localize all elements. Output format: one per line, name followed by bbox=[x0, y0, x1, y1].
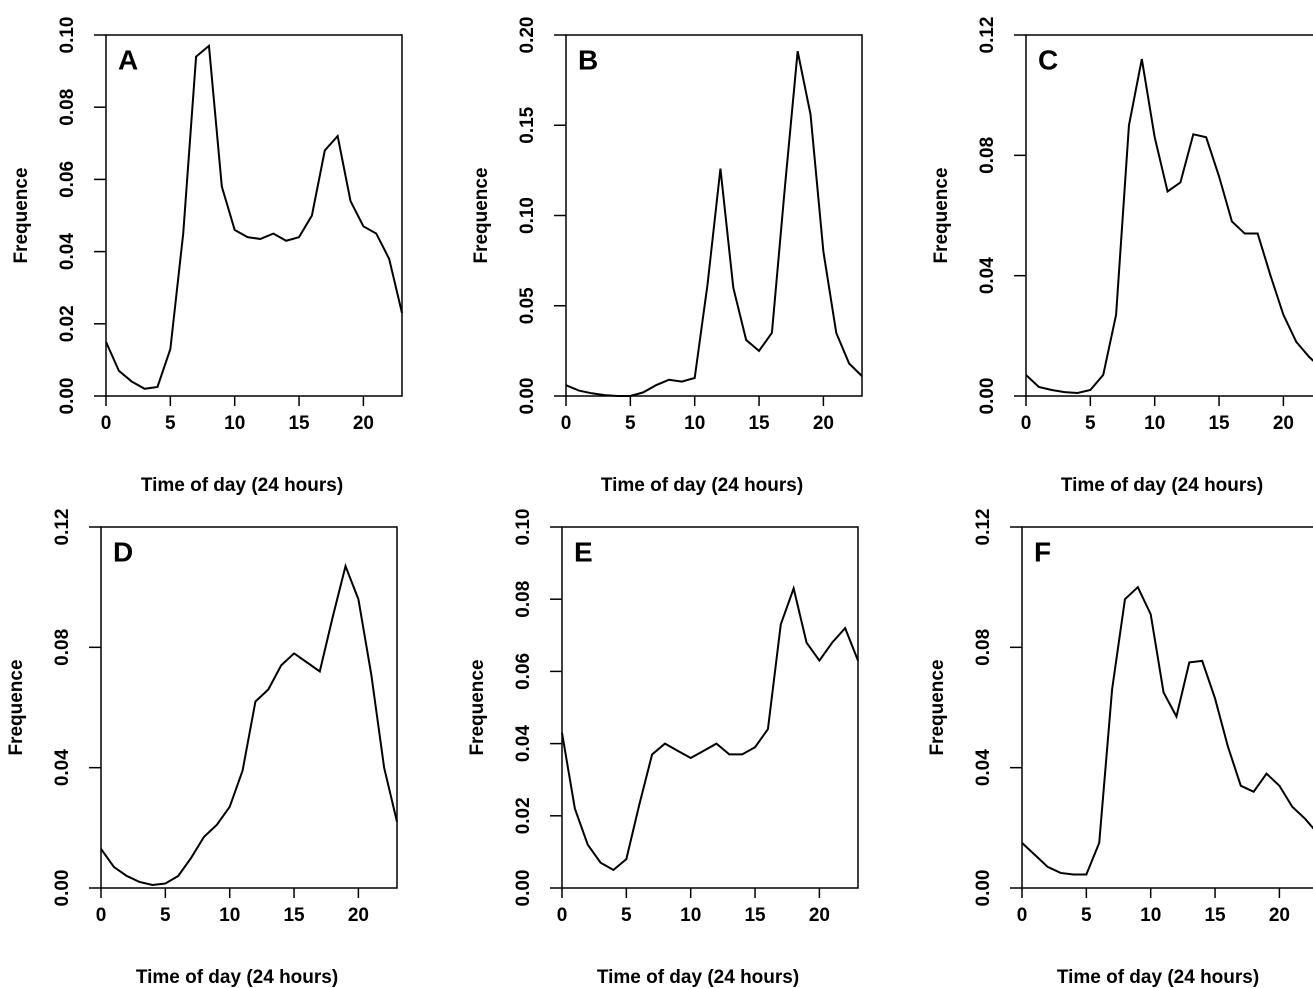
y-tick-label: 0.00 bbox=[977, 378, 998, 415]
panel-label: E bbox=[574, 536, 593, 567]
y-axis-title: Frequence bbox=[927, 659, 948, 755]
data-line bbox=[105, 43, 403, 390]
x-tick-label: 0 bbox=[561, 413, 572, 434]
x-tick-label: 10 bbox=[219, 905, 240, 926]
panel-label: C bbox=[1038, 44, 1058, 75]
y-tick-label: 0.04 bbox=[973, 749, 994, 786]
x-tick-label: 5 bbox=[625, 413, 636, 434]
y-tick-label: 0.08 bbox=[57, 89, 78, 126]
x-tick-label: 0 bbox=[96, 905, 107, 926]
y-axis-title: Frequence bbox=[471, 167, 492, 263]
x-tick-label: 5 bbox=[621, 905, 632, 926]
y-tick-label: 0.10 bbox=[57, 17, 78, 54]
x-tick-label: 20 bbox=[813, 413, 834, 434]
x-tick-label: 0 bbox=[557, 905, 568, 926]
y-tick-label: 0.00 bbox=[52, 870, 73, 907]
x-axis-title: Time of day (24 hours) bbox=[141, 475, 343, 496]
x-tick-label: 5 bbox=[165, 413, 176, 434]
y-tick-label: 0.08 bbox=[513, 581, 534, 618]
x-tick-label: 20 bbox=[348, 905, 369, 926]
y-axis-title: Frequence bbox=[11, 167, 32, 263]
x-axis-title: Time of day (24 hours) bbox=[597, 967, 799, 988]
y-tick-label: 0.08 bbox=[973, 629, 994, 666]
x-tick-label: 15 bbox=[1208, 413, 1230, 434]
x-tick-label: 0 bbox=[1021, 413, 1032, 434]
y-tick-label: 0.20 bbox=[517, 17, 538, 54]
plot-frame bbox=[100, 526, 398, 889]
data-line bbox=[1021, 585, 1313, 876]
y-axis-title: Frequence bbox=[6, 659, 27, 755]
y-tick-label: 0.04 bbox=[977, 257, 998, 294]
x-tick-label: 0 bbox=[1017, 905, 1028, 926]
y-tick-label: 0.00 bbox=[513, 870, 534, 907]
plot-frame bbox=[105, 34, 403, 397]
data-line bbox=[1025, 58, 1313, 395]
x-tick-label: 20 bbox=[809, 905, 830, 926]
x-tick-label: 5 bbox=[1085, 413, 1096, 434]
x-axis-title: Time of day (24 hours) bbox=[601, 475, 803, 496]
y-tick-label: 0.04 bbox=[513, 725, 534, 762]
y-tick-label: 0.12 bbox=[977, 17, 998, 54]
panel-label: A bbox=[118, 44, 138, 75]
y-tick-label: 0.02 bbox=[57, 305, 78, 342]
x-tick-label: 10 bbox=[1144, 413, 1165, 434]
y-tick-label: 0.06 bbox=[57, 161, 78, 198]
panel-label: B bbox=[578, 44, 598, 75]
data-line bbox=[565, 51, 863, 397]
y-tick-label: 0.02 bbox=[513, 797, 534, 834]
x-tick-label: 20 bbox=[353, 413, 374, 434]
x-tick-label: 20 bbox=[1269, 905, 1290, 926]
x-tick-label: 15 bbox=[283, 905, 305, 926]
x-tick-label: 15 bbox=[748, 413, 770, 434]
x-axis-title: Time of day (24 hours) bbox=[136, 967, 338, 988]
y-tick-label: 0.04 bbox=[57, 233, 78, 270]
x-tick-label: 5 bbox=[160, 905, 171, 926]
x-tick-label: 15 bbox=[1204, 905, 1226, 926]
y-tick-label: 0.08 bbox=[52, 629, 73, 666]
y-tick-label: 0.00 bbox=[517, 378, 538, 415]
y-tick-label: 0.12 bbox=[52, 509, 73, 546]
panel-label: F bbox=[1034, 536, 1051, 567]
x-tick-label: 10 bbox=[684, 413, 705, 434]
x-tick-label: 0 bbox=[101, 413, 112, 434]
x-tick-label: 20 bbox=[1273, 413, 1294, 434]
plot-frame bbox=[1025, 34, 1313, 397]
y-tick-label: 0.04 bbox=[52, 749, 73, 786]
x-tick-label: 15 bbox=[744, 905, 766, 926]
x-axis-title: Time of day (24 hours) bbox=[1061, 475, 1263, 496]
y-tick-label: 0.10 bbox=[513, 509, 534, 546]
data-line bbox=[561, 584, 859, 872]
y-tick-label: 0.05 bbox=[517, 287, 538, 324]
x-axis-title: Time of day (24 hours) bbox=[1057, 967, 1259, 988]
data-line bbox=[100, 562, 398, 887]
panel-label: D bbox=[113, 536, 133, 567]
plot-frame bbox=[1021, 526, 1313, 889]
x-tick-label: 15 bbox=[288, 413, 310, 434]
x-tick-label: 10 bbox=[224, 413, 245, 434]
y-tick-label: 0.00 bbox=[973, 870, 994, 907]
y-tick-label: 0.06 bbox=[513, 653, 534, 690]
plot-frame bbox=[561, 526, 859, 889]
y-tick-label: 0.10 bbox=[517, 197, 538, 234]
x-tick-label: 5 bbox=[1081, 905, 1092, 926]
y-axis-title: Frequence bbox=[467, 659, 488, 755]
y-axis-title: Frequence bbox=[931, 167, 952, 263]
y-tick-label: 0.12 bbox=[973, 509, 994, 546]
x-tick-label: 10 bbox=[1140, 905, 1161, 926]
y-tick-label: 0.00 bbox=[57, 378, 78, 415]
y-tick-label: 0.08 bbox=[977, 137, 998, 174]
plot-frame bbox=[565, 34, 863, 397]
x-tick-label: 10 bbox=[680, 905, 701, 926]
y-tick-label: 0.15 bbox=[517, 106, 538, 143]
